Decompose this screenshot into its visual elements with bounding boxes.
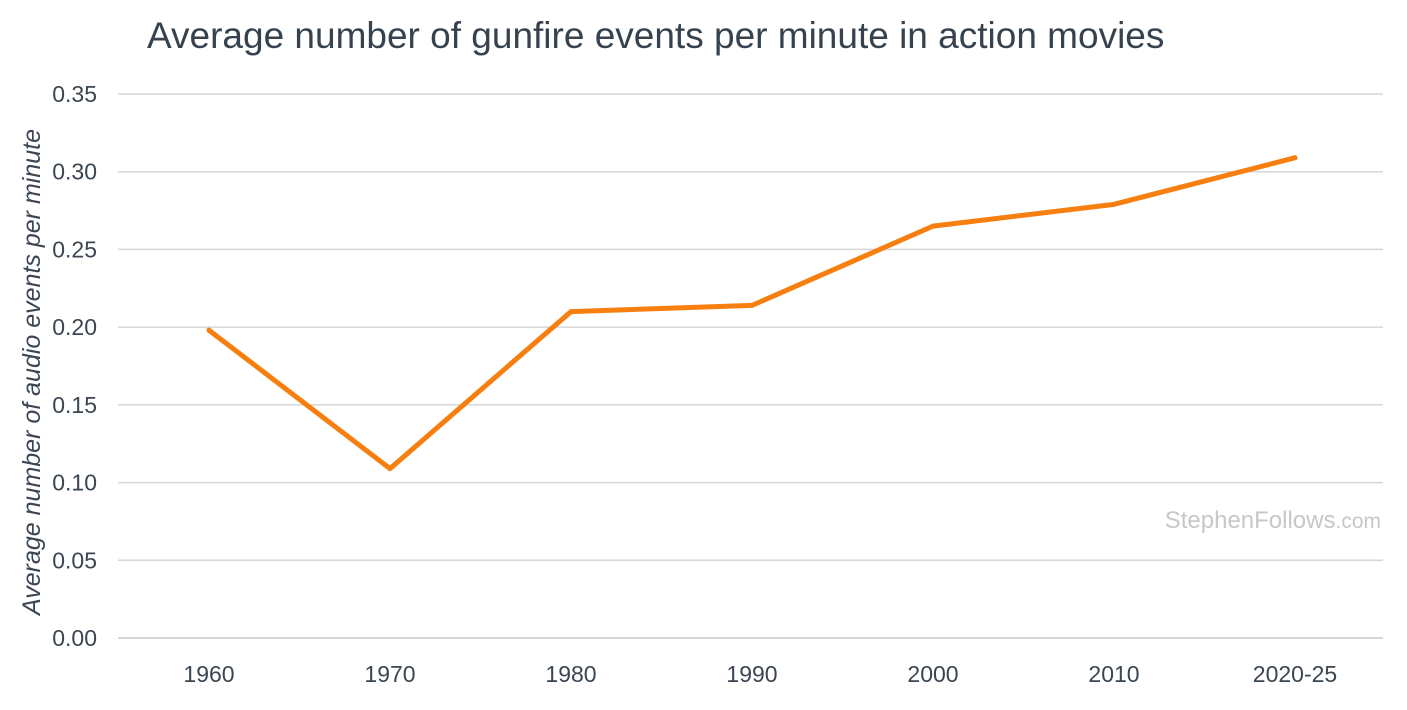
y-axis-label: Average number of audio events per minut… bbox=[18, 129, 46, 617]
data-point bbox=[1111, 201, 1117, 207]
data-point bbox=[387, 466, 393, 472]
y-tick-labels: 0.00 0.05 0.10 0.15 0.20 0.25 0.30 0.35 bbox=[52, 81, 97, 651]
y-tick-label: 0.30 bbox=[52, 159, 97, 185]
x-tick-label: 2010 bbox=[1088, 661, 1139, 687]
x-tick-label: 1960 bbox=[183, 661, 234, 687]
x-tick-labels: 1960 1970 1980 1990 2000 2010 2020-25 bbox=[183, 661, 1337, 687]
data-point bbox=[1292, 155, 1298, 161]
y-tick-label: 0.35 bbox=[52, 81, 97, 107]
y-tick-label: 0.20 bbox=[52, 314, 97, 340]
x-tick-label: 1980 bbox=[545, 661, 596, 687]
x-tick-label: 2020-25 bbox=[1253, 661, 1337, 687]
y-tick-label: 0.05 bbox=[52, 547, 97, 573]
y-tick-label: 0.25 bbox=[52, 236, 97, 262]
chart-title: Average number of gunfire events per min… bbox=[147, 15, 1164, 56]
watermark: StephenFollows.com bbox=[1165, 507, 1381, 534]
series-line bbox=[206, 155, 1298, 472]
x-tick-label: 1990 bbox=[726, 661, 777, 687]
watermark-brand: StephenFollows bbox=[1165, 507, 1336, 534]
series-layer bbox=[206, 155, 1298, 472]
watermark-suffix: .com bbox=[1335, 510, 1381, 533]
data-point bbox=[930, 223, 936, 229]
data-point bbox=[749, 302, 755, 308]
data-point bbox=[568, 309, 574, 315]
y-tick-label: 0.00 bbox=[52, 625, 97, 651]
x-tick-label: 2000 bbox=[907, 661, 958, 687]
x-tick-label: 1970 bbox=[364, 661, 415, 687]
y-tick-label: 0.15 bbox=[52, 392, 97, 418]
gridlines bbox=[118, 93, 1383, 639]
y-tick-label: 0.10 bbox=[52, 470, 97, 496]
data-point bbox=[206, 327, 212, 333]
